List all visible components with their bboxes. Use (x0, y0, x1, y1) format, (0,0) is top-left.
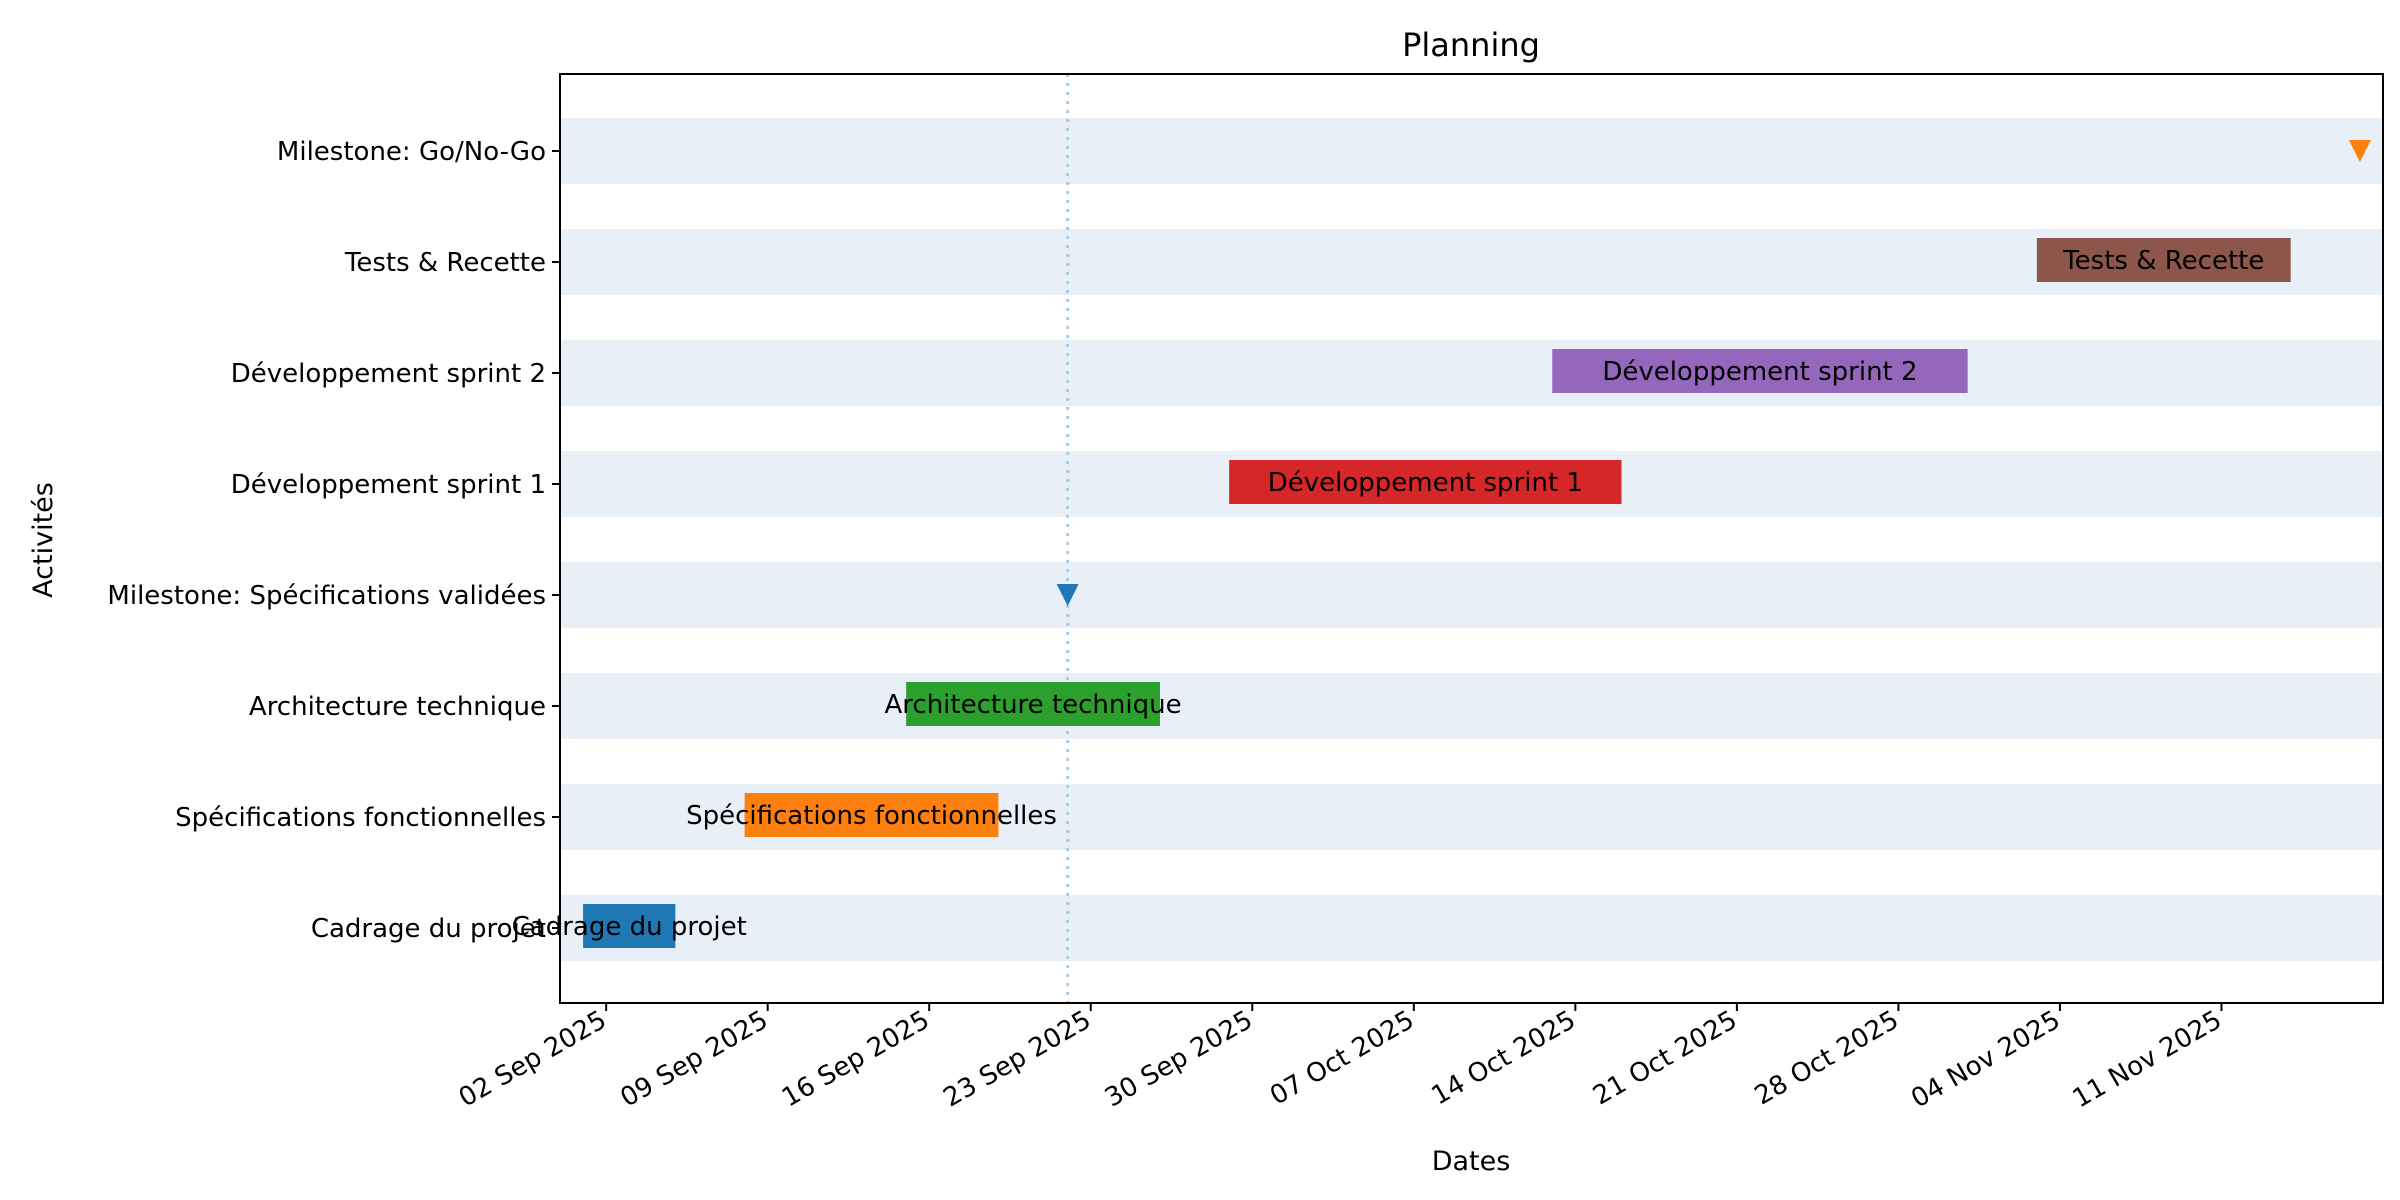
task-bar-label: Spécifications fonctionnelles (686, 801, 1057, 831)
task-bar (906, 682, 1160, 726)
y-axis-ticks: Cadrage du projet Spécifications fonction… (107, 137, 560, 944)
x-tick-label: 09 Sep 2025 (615, 1005, 773, 1113)
x-tick-label: 21 Oct 2025 (1588, 1005, 1742, 1111)
y-tick-label: Développement sprint 2 (231, 359, 546, 389)
x-tick-label: 04 Nov 2025 (1906, 1005, 2065, 1114)
x-tick-label: 23 Sep 2025 (939, 1005, 1097, 1113)
chart-title: Planning (1402, 26, 1540, 64)
task-bar (583, 904, 676, 948)
x-tick-label: 28 Oct 2025 (1750, 1005, 1904, 1111)
task-bar-label: Tests & Recette (2062, 246, 2264, 276)
task-bar (744, 793, 999, 837)
y-tick-label: Architecture technique (249, 692, 546, 722)
task-bar (1552, 349, 1968, 393)
x-tick-label: 14 Oct 2025 (1427, 1005, 1581, 1111)
task-bar-label: Développement sprint 1 (1268, 468, 1583, 498)
x-tick-label: 30 Sep 2025 (1100, 1005, 1258, 1113)
milestone-markers (1056, 140, 2371, 606)
row-band (560, 673, 2383, 739)
x-tick-label: 02 Sep 2025 (454, 1005, 612, 1113)
task-bar-label: Cadrage du projet (512, 912, 747, 942)
y-tick-label: Milestone: Go/No-Go (277, 137, 546, 167)
task-bar-label: Architecture technique (885, 690, 1182, 720)
x-tick-label: 07 Oct 2025 (1265, 1005, 1419, 1111)
row-band (560, 340, 2383, 406)
plot-frame (559, 73, 2384, 1004)
milestone-marker (2348, 140, 2371, 162)
row-band (560, 895, 2383, 961)
x-tick-label: 16 Sep 2025 (777, 1005, 935, 1113)
x-tick-label: 11 Nov 2025 (2068, 1005, 2227, 1114)
y-tick-label: Spécifications fonctionnelles (175, 803, 546, 833)
task-bars (583, 238, 2291, 948)
milestone-marker (1056, 584, 1079, 606)
y-tick-label: Cadrage du projet (311, 914, 546, 944)
x-axis-ticks: 02 Sep 2025 09 Sep 2025 16 Sep 2025 23 Sep … (454, 1003, 2227, 1114)
task-bar (1229, 460, 1622, 504)
y-axis-label: Activités (28, 482, 59, 598)
task-bar-label: Développement sprint 2 (1602, 357, 1917, 387)
x-axis-label: Dates (1432, 1146, 1511, 1177)
y-tick-label: Tests & Recette (344, 248, 546, 278)
y-tick-label: Milestone: Spécifications validées (107, 581, 546, 611)
row-band (560, 118, 2383, 184)
y-tick-label: Développement sprint 1 (231, 470, 546, 500)
row-band (560, 562, 2383, 628)
task-bar (2036, 238, 2291, 282)
task-bar-labels: Cadrage du projet Spécifications fonction… (512, 246, 2265, 942)
